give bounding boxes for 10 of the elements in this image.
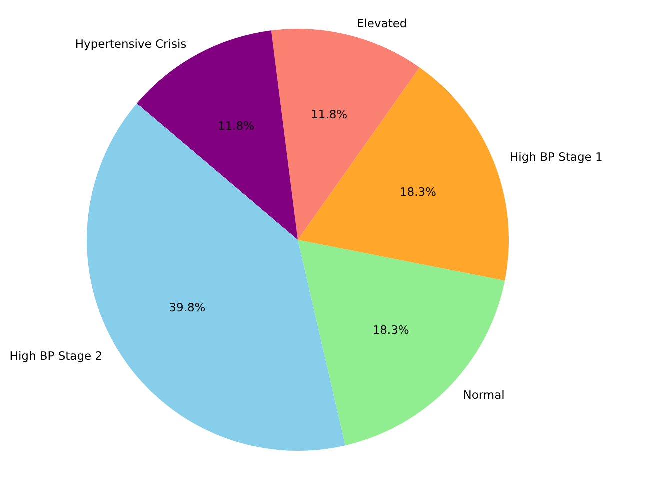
- data-label: 11.8%: [218, 119, 255, 134]
- slice-label: Normal: [463, 388, 505, 402]
- data-label: 39.8%: [169, 300, 206, 314]
- data-label: 18.3%: [400, 184, 437, 199]
- slice-label: High BP Stage 2: [10, 349, 103, 364]
- slice-label: Hypertensive Crisis: [75, 36, 187, 51]
- data-label: 11.8%: [311, 107, 348, 122]
- data-label: 18.3%: [372, 323, 410, 338]
- slice-label: High BP Stage 1: [510, 150, 603, 164]
- slice-label: Elevated: [356, 16, 408, 31]
